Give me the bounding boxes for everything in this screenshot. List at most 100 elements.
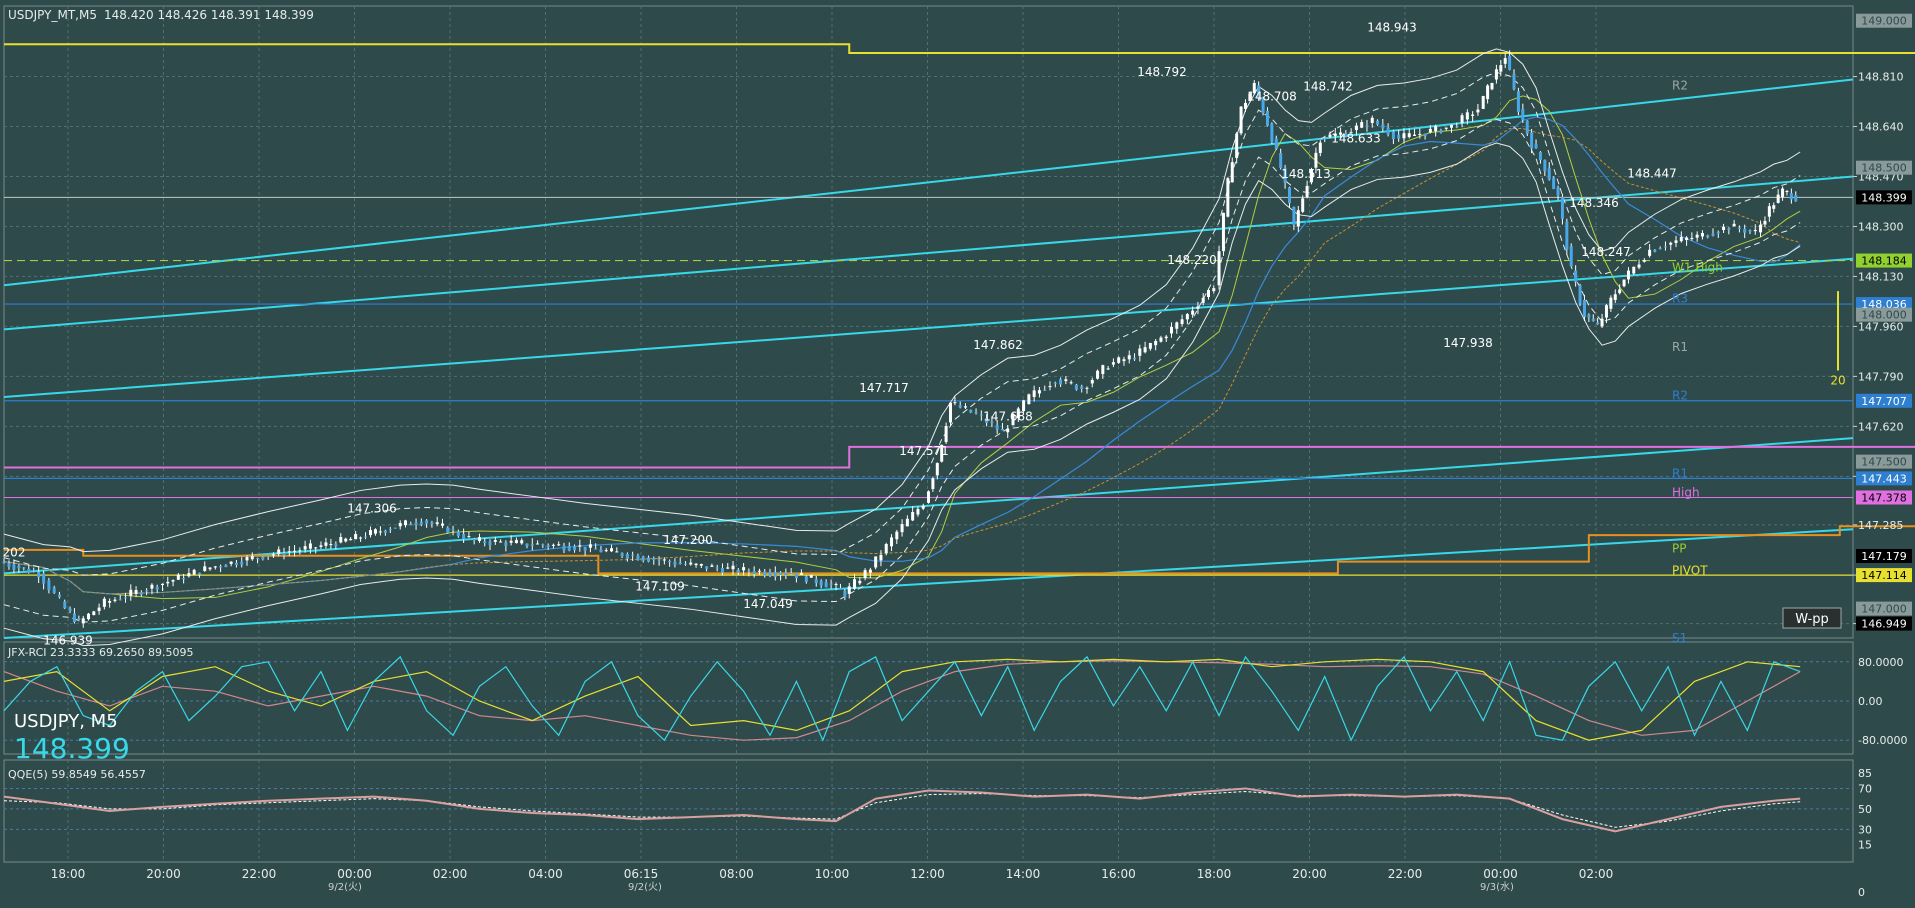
candle-body <box>710 565 714 567</box>
candle-body <box>493 540 497 542</box>
time-label: 16:00 <box>1101 867 1136 881</box>
wpp-button-label: W-pp <box>1795 612 1829 627</box>
level-label: R1 <box>1672 466 1688 480</box>
rci-tick-label: 0.00 <box>1858 695 1883 708</box>
candle-body <box>1543 159 1547 172</box>
candle-body <box>1402 133 1406 139</box>
boxed-price-label: 147.443 <box>1861 472 1907 485</box>
candle-body <box>1465 112 1469 120</box>
candle-body <box>763 571 767 576</box>
bollinger-inner-upper <box>3 71 1801 576</box>
candle-body <box>1344 133 1348 137</box>
candle-body <box>462 533 466 540</box>
candle-body <box>799 573 803 575</box>
candle-body <box>858 580 862 584</box>
price-annotation: 147.862 <box>973 338 1023 352</box>
candle-body <box>1274 138 1278 149</box>
qqe-label: QQE(5) 59.8549 56.4557 <box>8 768 146 781</box>
candle-body <box>1674 240 1678 243</box>
candle-body <box>414 522 418 525</box>
qqe-zero-label: 0 <box>1858 886 1865 899</box>
boxed-price-label: 147.378 <box>1861 491 1907 504</box>
candle-body <box>631 554 635 556</box>
candle-body <box>344 538 348 542</box>
rci-tick-label: 80.0000 <box>1858 656 1904 669</box>
time-label: 10:00 <box>815 867 850 881</box>
candle-body <box>364 536 368 538</box>
candle-body <box>1080 386 1084 390</box>
candle-body <box>1175 322 1179 329</box>
candle-body <box>425 520 429 524</box>
time-label: 22:00 <box>1388 867 1423 881</box>
candle-body <box>1154 340 1158 346</box>
candle-body <box>124 597 128 599</box>
candle-body <box>995 425 999 430</box>
level-label: R2 <box>1672 388 1688 402</box>
candle-body <box>1117 357 1121 363</box>
candle-body <box>541 544 545 546</box>
candle-body <box>1700 232 1704 237</box>
candle-body <box>1000 428 1004 431</box>
boxed-price-label: 147.707 <box>1861 395 1907 408</box>
candle-body <box>1434 125 1438 132</box>
candle-body <box>334 543 338 547</box>
candle-body <box>419 521 423 525</box>
candle-body <box>525 543 529 547</box>
candle-body <box>1653 249 1657 252</box>
time-label: 04:00 <box>528 867 563 881</box>
stepped-magenta-line <box>4 445 1915 469</box>
candle-body <box>1180 319 1184 325</box>
candle-body <box>378 531 382 533</box>
candle-body <box>1439 130 1443 133</box>
main-panel[interactable] <box>3 5 1854 639</box>
candle-body <box>1538 151 1542 161</box>
candle-body <box>203 566 207 571</box>
candle-body <box>1471 114 1475 116</box>
candle-body <box>1006 428 1010 433</box>
candle-body <box>573 546 577 551</box>
candle-body <box>1565 221 1569 250</box>
boxed-price-label: 147.000 <box>1861 603 1907 616</box>
boxed-price-label: 147.500 <box>1861 456 1907 469</box>
candle-body <box>1407 133 1411 138</box>
level-label: R3 <box>1672 291 1688 305</box>
candle-body <box>250 556 254 560</box>
candle-body <box>1148 342 1152 349</box>
candle-body <box>662 559 666 561</box>
boxed-price-label: 149.000 <box>1861 15 1907 28</box>
candle-body <box>1243 102 1247 109</box>
candle-body <box>853 579 857 589</box>
price-tick-label: 148.130 <box>1858 270 1904 283</box>
overlay-symbol-timeframe: USDJPY, M5 <box>14 711 118 732</box>
rci-short-line <box>3 655 1801 742</box>
candle-body <box>192 569 196 575</box>
candle-body <box>1530 132 1534 149</box>
candle-body <box>430 522 434 525</box>
candle-body <box>673 561 677 565</box>
candle-body <box>705 566 709 569</box>
rci-panel[interactable] <box>3 641 1854 755</box>
candle-body <box>1486 85 1490 100</box>
boxed-price-bg <box>1856 490 1912 505</box>
qqe-panel[interactable] <box>3 759 1854 863</box>
candle-body <box>599 549 603 553</box>
boxed-price-label: 147.114 <box>1861 569 1907 582</box>
candle-body <box>1772 205 1776 209</box>
price-annotation: 148.742 <box>1303 80 1353 94</box>
candle-body <box>1032 390 1036 397</box>
candle-body <box>757 570 761 572</box>
candle-body <box>359 537 363 539</box>
candle-body <box>1642 260 1646 262</box>
candle-body <box>113 599 117 601</box>
time-label: 22:00 <box>242 867 277 881</box>
candle-body <box>1626 270 1630 280</box>
candle-body <box>1287 187 1291 204</box>
candle-body <box>1499 65 1503 72</box>
candle-body <box>641 556 645 561</box>
candle-body <box>668 560 672 563</box>
candle-body <box>134 589 138 594</box>
wpp-button[interactable]: W-pp <box>1782 607 1842 629</box>
candle-body <box>953 402 957 404</box>
candle-body <box>838 588 842 590</box>
candle-body <box>160 583 164 586</box>
